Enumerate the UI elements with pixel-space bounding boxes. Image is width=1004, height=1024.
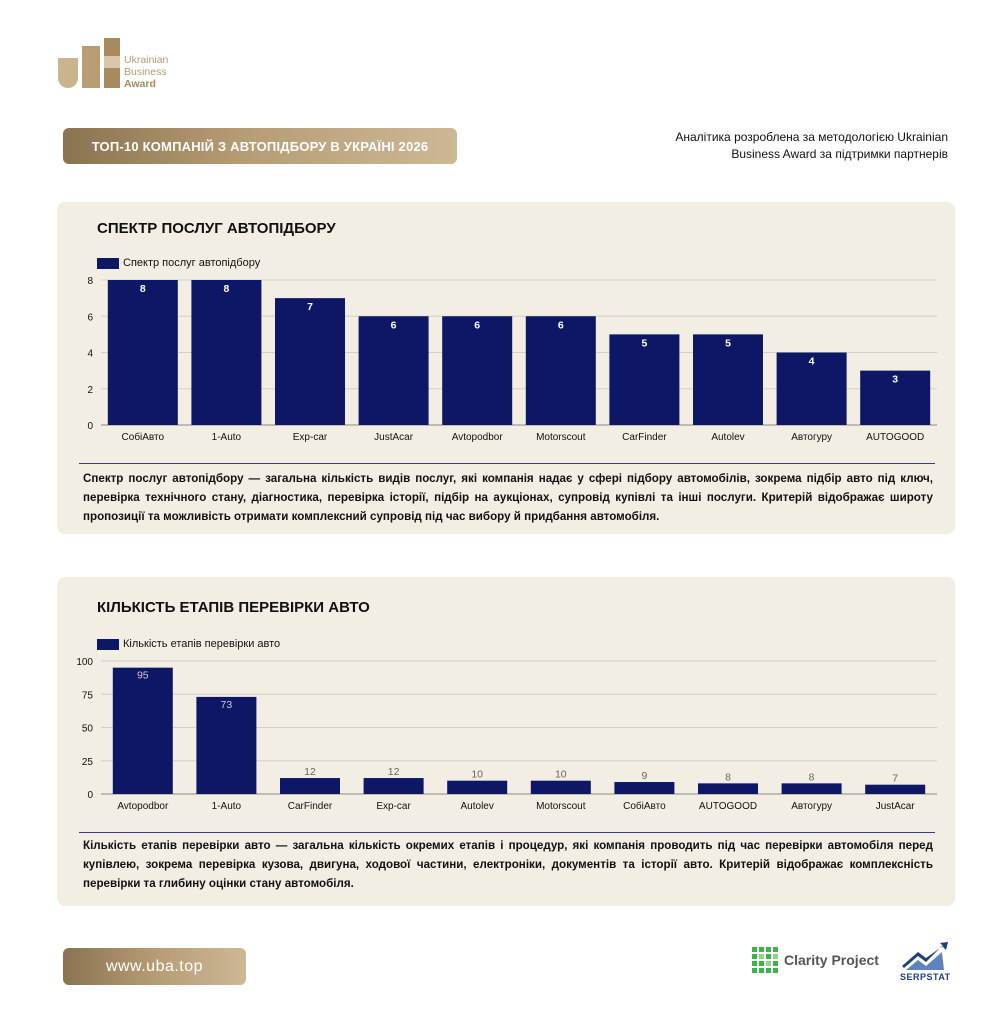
logo-line1: Ukrainian	[124, 54, 169, 66]
serpstat-icon	[902, 942, 948, 970]
legend-label: Спектр послуг автопідбору	[123, 257, 261, 269]
bar	[530, 780, 591, 794]
x-tick-label: Avtopodbor	[452, 432, 504, 443]
x-tick-label: Avtopodbor	[117, 801, 169, 812]
data-label: 5	[641, 337, 647, 349]
bar-chart-inspection: 0 25 50 75 100 95 Avtopodbor 73 1-Auto 12 CarFinde…	[76, 657, 937, 812]
x-tick-label: Motorscout	[536, 432, 586, 443]
logo-text: Ukrainian Business Award	[124, 54, 168, 90]
x-tick-label: CarFinder	[288, 801, 333, 812]
bar	[112, 667, 173, 794]
x-tick-label: Motorscout	[536, 801, 586, 812]
bar	[358, 316, 429, 425]
bar	[275, 298, 345, 425]
logo-line3: Award	[124, 78, 156, 90]
page-title: ТОП-10 КОМПАНІЙ З АВТОПІДБОРУ В УКРАЇНІ …	[63, 128, 457, 164]
data-label: 9	[641, 770, 647, 782]
y-tick-label: 0	[87, 790, 93, 801]
x-tick-label: 1-Auto	[212, 801, 242, 812]
data-label: 6	[474, 319, 480, 331]
chart-description: Спектр послуг автопідбору — загальна кіл…	[83, 472, 933, 523]
data-label: 5	[725, 337, 731, 349]
data-label: 12	[388, 766, 400, 778]
data-label: 7	[307, 301, 313, 313]
x-tick-label: JustAcar	[374, 432, 414, 443]
chart-legend: Спектр послуг автопідбору	[97, 257, 260, 269]
x-tick-label: Exp-car	[293, 432, 328, 443]
x-tick-label: AUTOGOOD	[699, 801, 757, 812]
bar	[693, 334, 763, 425]
data-label: 95	[137, 670, 149, 682]
logo-line2: Business	[124, 66, 167, 78]
chart-legend: Кількість етапів перевірки авто	[97, 638, 280, 650]
data-label: 12	[304, 766, 316, 778]
data-label: 6	[558, 319, 564, 331]
chart-panel-services: СПЕКТР ПОСЛУГ АВТОПІДБОРУ Спектр послуг …	[57, 202, 955, 534]
bar	[107, 280, 178, 425]
x-tick-label: Autolev	[711, 432, 744, 443]
x-tick-label: 1-Auto	[212, 432, 242, 443]
clarity-grid-icon	[752, 947, 778, 973]
methodology-note: Аналітика розроблена за методологією Ukr…	[675, 130, 948, 161]
bar-chart-services: 0 2 4 6 8 8 СобіАвто 8 1-Auto 7 Exp-car 6 JustAcar 6 A…	[87, 276, 937, 443]
data-label: 8	[809, 771, 815, 783]
bar	[196, 696, 257, 794]
bar	[776, 352, 847, 425]
y-tick-label: 75	[82, 690, 94, 701]
x-tick-label: CarFinder	[622, 432, 667, 443]
legend-label: Кількість етапів перевірки авто	[123, 638, 281, 650]
bar	[614, 782, 675, 794]
bar	[781, 783, 842, 794]
y-tick-label: 6	[87, 312, 93, 323]
x-tick-label: AUTOGOOD	[866, 432, 924, 443]
y-tick-label: 100	[76, 657, 93, 668]
x-tick-label: Автогуру	[791, 432, 832, 443]
y-tick-label: 25	[82, 757, 94, 768]
data-label: 8	[725, 771, 731, 783]
clarity-project-logo: Clarity Project	[752, 947, 879, 973]
y-tick-label: 50	[82, 724, 94, 735]
bar	[609, 334, 680, 425]
x-tick-label: СобіАвто	[122, 431, 165, 443]
data-label: 4	[809, 356, 815, 368]
data-label: 10	[471, 769, 483, 781]
serpstat-label: SERPSTAT	[900, 972, 951, 982]
data-label: 73	[221, 699, 233, 711]
divider	[79, 832, 935, 833]
bar	[191, 280, 262, 425]
legend-swatch	[97, 638, 119, 650]
bar	[525, 316, 596, 425]
x-tick-label: Autolev	[461, 801, 494, 812]
bar	[442, 316, 513, 425]
y-tick-label: 4	[87, 349, 93, 360]
data-label: 7	[892, 773, 898, 785]
y-tick-label: 8	[87, 276, 93, 287]
chart-panel-inspection: КІЛЬКІСТЬ ЕТАПІВ ПЕРЕВІРКИ АВТО Кількіст…	[57, 577, 955, 906]
data-label: 10	[555, 769, 567, 781]
data-label: 8	[140, 283, 146, 295]
clarity-project-label: Clarity Project	[784, 952, 879, 968]
bar	[363, 778, 424, 794]
bar	[280, 778, 340, 794]
divider	[79, 463, 935, 464]
x-tick-label: JustAcar	[876, 801, 916, 812]
uba-logo-icon	[58, 38, 120, 88]
bar	[698, 783, 758, 794]
data-label: 3	[892, 374, 898, 386]
y-tick-label: 2	[87, 385, 93, 396]
website-link[interactable]: www.uba.top	[63, 948, 246, 985]
legend-swatch	[97, 257, 119, 269]
x-tick-label: СобіАвто	[623, 800, 666, 812]
x-tick-label: Exp-car	[376, 801, 411, 812]
chart-title: КІЛЬКІСТЬ ЕТАПІВ ПЕРЕВІРКИ АВТО	[97, 599, 370, 616]
chart-title: СПЕКТР ПОСЛУГ АВТОПІДБОРУ	[97, 220, 336, 237]
data-label: 8	[223, 283, 229, 295]
chart-description: Кількість етапів перевірки авто — загаль…	[83, 839, 933, 890]
data-label: 6	[391, 319, 397, 331]
y-tick-label: 0	[87, 421, 93, 432]
bar	[860, 370, 931, 425]
x-tick-label: Автогуру	[791, 801, 832, 812]
bar	[865, 784, 926, 794]
bar	[447, 780, 508, 794]
